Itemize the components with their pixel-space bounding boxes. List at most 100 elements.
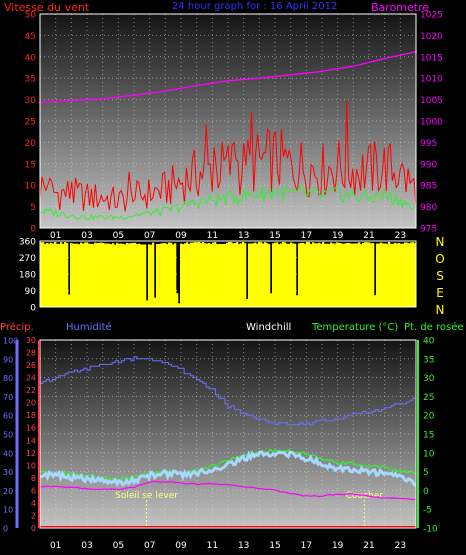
wind-direction-bar: [158, 244, 161, 307]
wind-direction-bar: [208, 242, 211, 307]
wind-direction-bar: [232, 243, 235, 307]
wind-direction-bar: [288, 243, 291, 307]
barometer-tick-label: 975: [420, 225, 437, 235]
wind-direction-bar: [132, 242, 135, 307]
precip-tick-label: 12: [26, 449, 36, 458]
precip-tick-label: 30: [26, 336, 36, 345]
wind-direction-bar: [222, 244, 225, 307]
wind-direction-bar: [212, 242, 215, 307]
wind-direction-bar: [334, 243, 337, 307]
wind-direction-bar: [250, 243, 253, 307]
precip-tick-label: 10: [26, 461, 36, 470]
wind-direction-bar: [278, 244, 281, 307]
hour-tick-label: 17: [301, 231, 312, 241]
wind-tick-label: 30: [25, 96, 37, 106]
temp-tick-label: 40: [423, 337, 435, 347]
wind-direction-bar: [98, 243, 101, 307]
wind-direction-bar: [164, 243, 167, 307]
wind-direction-bar: [136, 244, 139, 307]
wind-direction-bar: [156, 244, 159, 307]
wind-direction-bar: [148, 244, 151, 307]
wind-direction-bar: [172, 244, 175, 307]
hour-tick-label: 09: [175, 231, 187, 241]
wind-direction-bar: [292, 243, 295, 307]
hour-tick-label: 23: [395, 231, 406, 241]
wind-direction-bar: [308, 242, 311, 307]
barometer-point: [321, 70, 323, 73]
humidity-tick-label: 40: [3, 449, 13, 458]
wind-plot-frame: [39, 13, 417, 229]
wind-direction-bar: [296, 295, 299, 307]
wind-direction-bar: [224, 243, 227, 307]
wind-direction-bar: [336, 242, 339, 307]
wind-direction-bar: [86, 242, 89, 307]
wind-direction-bar: [116, 242, 119, 307]
wind-direction-bar: [356, 243, 359, 307]
dewpoint-line: [39, 480, 417, 501]
wind-direction-bar: [226, 242, 229, 307]
wind-direction-bar: [274, 242, 277, 307]
wind-direction-bar: [88, 243, 91, 307]
temp-x-axis-ticks: 01 03 05 07 09 11 13 15 17 19 21 23: [50, 541, 406, 551]
hour-tick-label: 03: [81, 231, 92, 241]
wind-direction-bar: [358, 242, 361, 307]
wind-direction-bar: [144, 244, 147, 307]
wind-direction-bar: [220, 244, 223, 307]
wind-direction-bar: [272, 243, 275, 307]
wind-direction-bar: [236, 242, 239, 307]
wind-direction-bar: [254, 242, 257, 307]
sunset-label: Coucher: [346, 491, 384, 501]
temp-axis-ticks: -10 -5 0 5 10 15 20 25 30 35 40: [423, 337, 438, 535]
wind-direction-bar: [168, 242, 171, 307]
wind-tick-label: 50: [25, 11, 37, 21]
wind-direction-bar: [398, 243, 401, 307]
dewpoint-label: Pt. de rosée: [404, 321, 464, 333]
wind-direction-bar: [52, 243, 55, 307]
wind-direction-bar: [248, 243, 251, 307]
wind-direction-bar: [314, 243, 317, 307]
wind-direction-bar: [128, 243, 131, 307]
wind-direction-bar: [386, 243, 389, 307]
wind-direction-bar: [238, 243, 241, 307]
hour-tick-label: 11: [207, 231, 218, 241]
barometer-tick-label: 1020: [420, 32, 443, 42]
temp-tick-label: 0: [423, 487, 429, 497]
barometer-tick-label: 1025: [420, 11, 443, 21]
wind-direction-bar: [316, 243, 319, 307]
temperature-series-group: [39, 356, 417, 528]
wind-direction-bar: [376, 243, 379, 307]
hour-tick-label: 17: [301, 541, 312, 551]
wind-tick-label: 25: [25, 118, 36, 128]
wind-direction-bar: [302, 242, 305, 307]
precip-tick-label: 0: [31, 524, 36, 533]
wind-direction-bar: [414, 243, 417, 307]
wind-direction-bar: [96, 243, 99, 307]
wind-direction-bar: [142, 244, 145, 307]
wind-direction-bar: [392, 243, 395, 307]
wind-direction-bar: [282, 241, 285, 307]
barometer-tick-label: 1015: [420, 53, 443, 63]
wind-left-axis-ticks: 0 5 10 15 20 25 30 35 40 45 50: [25, 11, 37, 235]
humidity-tick-label: 20: [3, 487, 13, 496]
hour-tick-label: 09: [175, 541, 187, 551]
wind-direction-bar: [252, 243, 255, 307]
wind-direction-bar: [150, 244, 153, 307]
wind-direction-bar: [216, 244, 219, 307]
direction-tick-label: 0: [30, 304, 36, 314]
wind-direction-bar: [300, 242, 303, 307]
wind-direction-bar: [240, 243, 243, 307]
wind-direction-bar: [268, 244, 271, 307]
wind-direction-bar: [246, 299, 249, 307]
wind-direction-bar: [104, 243, 107, 307]
chart-title: 24 hour graph for : 16 April 2012: [172, 1, 337, 12]
precip-label: Précip.: [0, 321, 34, 333]
wind-direction-bar: [286, 243, 289, 307]
precip-tick-label: 28: [26, 349, 36, 358]
wind-direction-bar: [114, 244, 117, 307]
barometer-point: [133, 94, 135, 97]
wind-direction-bar: [188, 243, 191, 307]
wind-direction-bar: [70, 243, 73, 307]
